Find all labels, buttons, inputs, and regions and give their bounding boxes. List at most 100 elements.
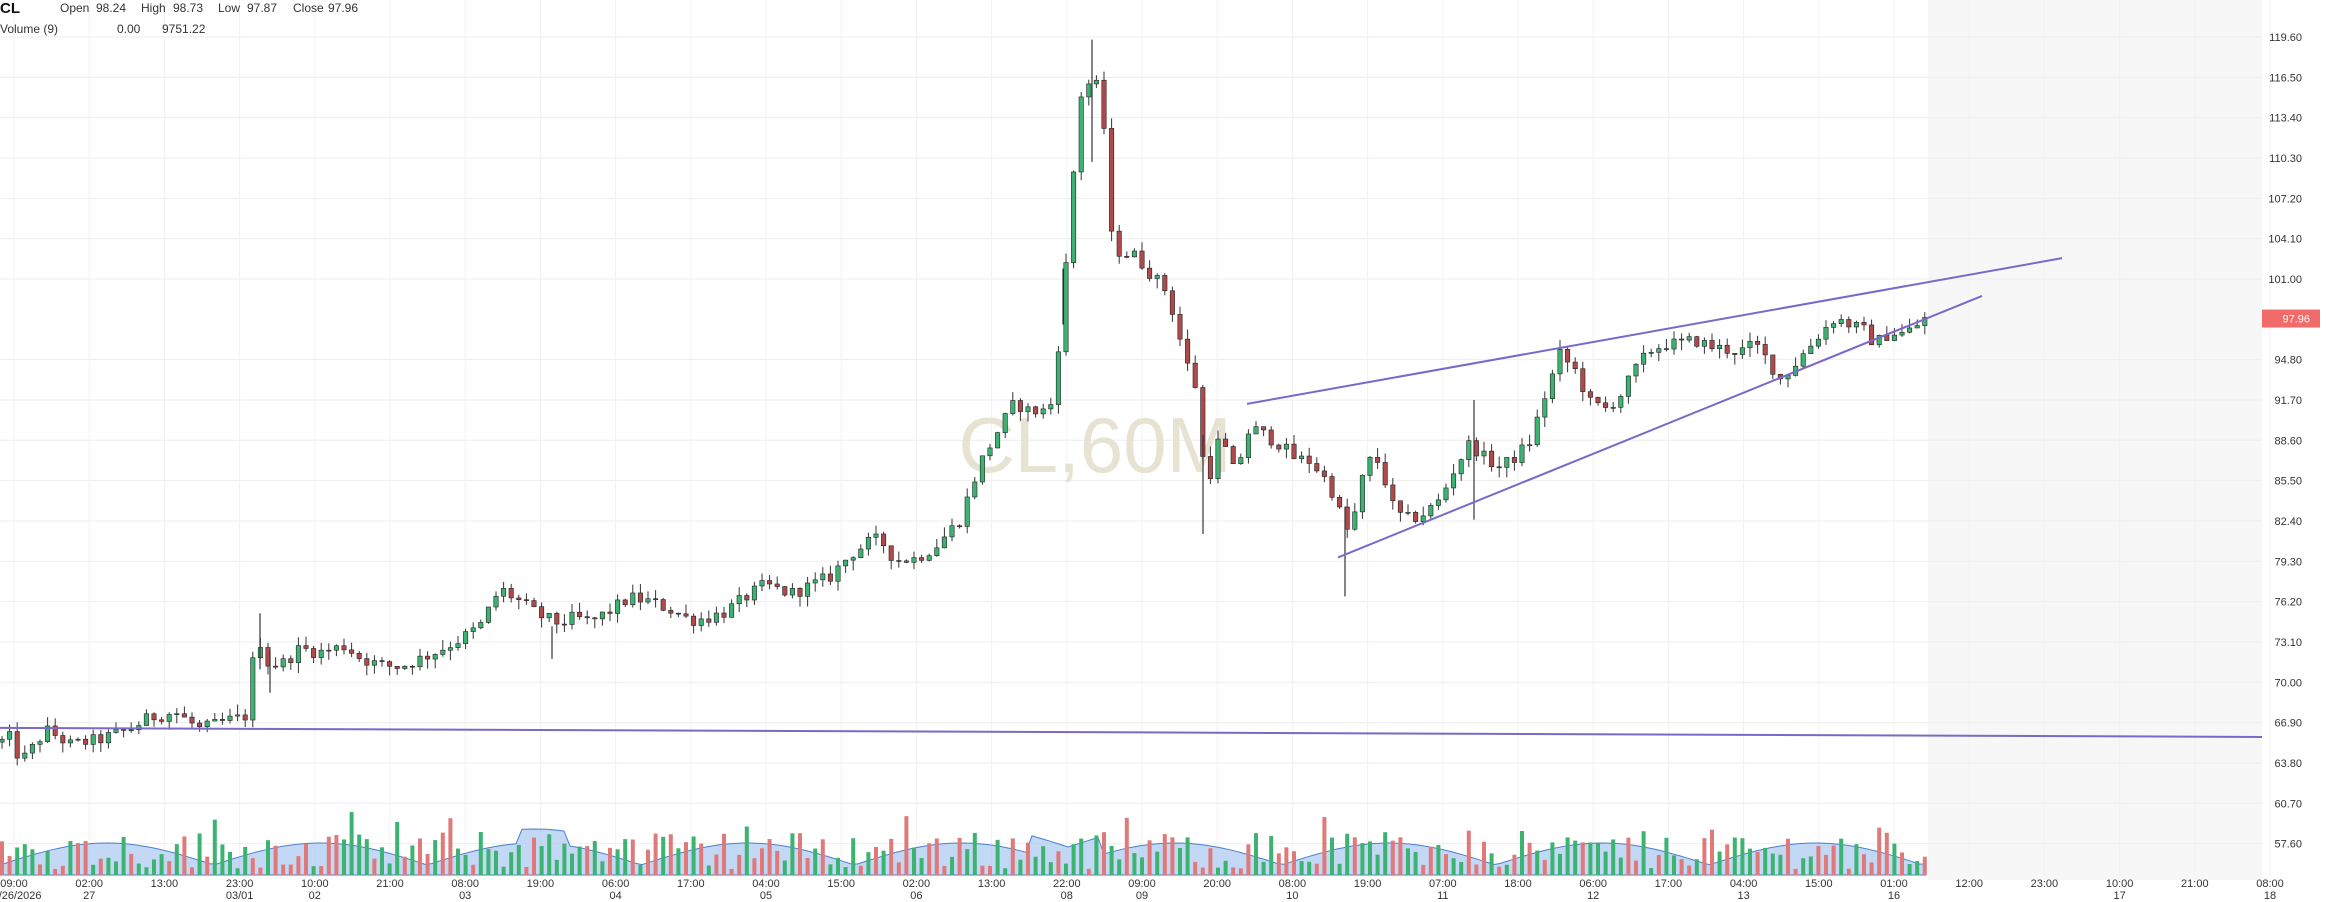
candle-body (675, 612, 681, 615)
volume-bar (866, 852, 871, 875)
candle-body (105, 732, 111, 744)
volume-bar (250, 858, 255, 875)
volume-bar (1542, 859, 1547, 875)
candle-body (706, 618, 712, 623)
candle-body (767, 580, 773, 585)
volume-bar (1694, 859, 1699, 875)
volume-bar (1314, 863, 1319, 875)
volume-bar (0, 841, 4, 875)
y-tick-label: 88.60 (2274, 435, 2302, 447)
volume-bar (1352, 837, 1357, 875)
volume-bar (1162, 834, 1167, 875)
volume-bar (874, 847, 878, 875)
candle-body (1025, 406, 1031, 412)
volume-bar (60, 865, 65, 875)
volume-bar (372, 858, 377, 875)
volume-bar (319, 866, 324, 875)
volume-bar (813, 848, 818, 875)
y-tick-label: 73.10 (2274, 637, 2302, 649)
candle-body (964, 496, 970, 527)
last-price-tag (2262, 309, 2320, 328)
x-tick-time: 08:00 (451, 878, 479, 890)
candle-body (615, 599, 621, 614)
open-value: 98.24 (96, 1, 127, 15)
candle-body (501, 588, 507, 597)
volume-bar (1276, 853, 1281, 875)
volume-bar (1398, 837, 1403, 875)
candle-body (1831, 323, 1837, 328)
candle-body (1527, 444, 1533, 447)
volume-bar (729, 868, 734, 875)
candle-body (1215, 438, 1221, 479)
candle-body (858, 548, 864, 558)
volume-bar (1573, 840, 1578, 875)
candle-body (1686, 336, 1692, 341)
x-tick-date: 04 (609, 890, 621, 902)
candle-body (417, 655, 423, 668)
volume-bar (1071, 844, 1076, 875)
x-tick-time: 02:00 (75, 878, 103, 890)
volume-bar (1140, 857, 1144, 875)
volume-bar (1466, 830, 1471, 875)
x-tick-time: 17:00 (677, 878, 705, 890)
candle-body (22, 752, 28, 759)
volume-bar (1504, 864, 1509, 875)
volume-bar (904, 816, 909, 875)
volume-bar (1155, 851, 1160, 875)
candle-body (349, 649, 355, 654)
volume-bar (68, 840, 73, 875)
volume-bar (418, 838, 422, 875)
low-value: 97.87 (247, 1, 278, 15)
candle-body (1337, 497, 1343, 508)
volume-bar (1786, 838, 1790, 875)
candle-body (1542, 398, 1548, 418)
candle-body (698, 618, 704, 626)
volume-bar (1710, 829, 1714, 875)
candle-body (1283, 443, 1289, 450)
candle-body (972, 481, 978, 498)
candle-body (387, 661, 393, 667)
volume-bar (592, 841, 597, 875)
candle-body (1055, 351, 1061, 405)
candle-body (1291, 443, 1297, 459)
symbol-label: CL (0, 0, 20, 17)
y-tick-label: 79.30 (2274, 556, 2302, 568)
candle-body (1473, 440, 1479, 457)
volume-bar (744, 826, 749, 875)
volume-bar (342, 839, 346, 875)
volume-bar (1003, 868, 1008, 875)
volume-bar (486, 849, 491, 875)
volume-bar (1793, 868, 1798, 875)
volume-bar (684, 842, 688, 875)
volume-bar (623, 839, 628, 875)
candle-body (523, 599, 529, 601)
x-tick-date: 12 (1587, 890, 1599, 902)
volume-bar (1231, 867, 1236, 875)
candle-body (1382, 462, 1388, 486)
candle-body (1367, 457, 1373, 476)
volume-bar (1459, 861, 1464, 875)
candle-body (364, 658, 370, 666)
trendlines[interactable] (0, 257, 2263, 738)
candle-body (759, 580, 765, 587)
volume-bar (440, 832, 445, 875)
candle-body (888, 545, 894, 561)
candle-body (919, 557, 925, 561)
volume-bar (121, 836, 126, 875)
candle-body (75, 738, 81, 741)
volume-bar (235, 868, 240, 875)
volume-bar (53, 868, 58, 875)
candle-body (485, 606, 491, 623)
volume-bar (1717, 851, 1722, 875)
candle-body (1641, 352, 1647, 365)
y-tick-label: 70.00 (2274, 677, 2302, 689)
candle-body (1428, 505, 1434, 517)
volume-bar (988, 865, 992, 875)
volume-bar (273, 845, 278, 875)
volume-bar (782, 860, 787, 875)
volume-bar (1884, 832, 1889, 875)
x-tick-time: 13:00 (151, 878, 179, 890)
volume-bar (1641, 831, 1646, 875)
volume-bar (1193, 861, 1198, 875)
